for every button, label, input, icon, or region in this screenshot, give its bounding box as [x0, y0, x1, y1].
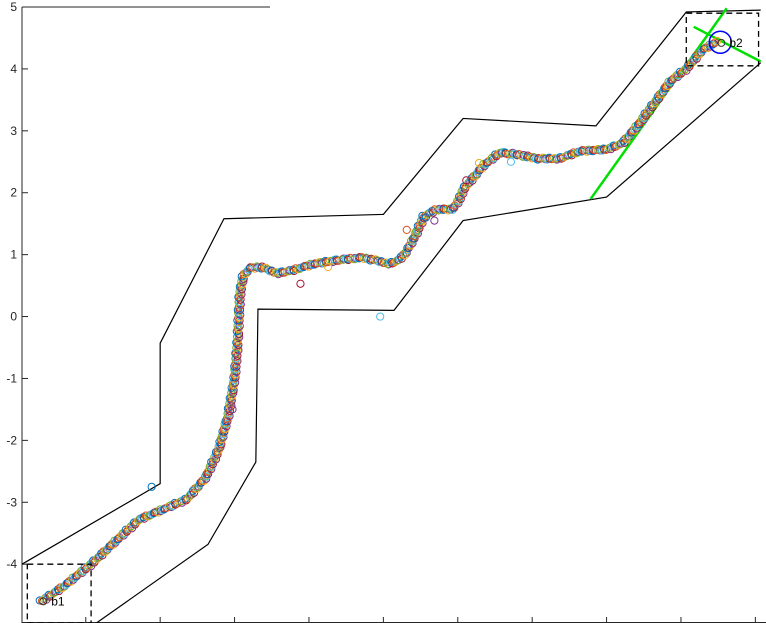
y-tick-label: 4	[10, 62, 17, 76]
trajectory-point	[454, 197, 464, 206]
trajectory-point	[456, 194, 465, 204]
trajectory-point	[185, 490, 195, 499]
trajectory-point	[263, 265, 272, 274]
trajectory-point	[413, 226, 422, 235]
trajectory-point	[227, 401, 236, 410]
trajectory-point	[173, 499, 182, 508]
outlier-point	[324, 262, 333, 272]
trajectory-point	[558, 153, 567, 163]
y-tick-label: 3	[10, 124, 17, 138]
trajectory-point	[713, 36, 722, 46]
trajectory-point	[373, 256, 382, 266]
trajectory-point	[605, 143, 615, 152]
trajectory-point	[699, 45, 708, 54]
y-tick-label: 1	[10, 248, 17, 262]
trajectory-markers	[35, 36, 722, 606]
overlay-annotations: b1 b2	[26, 12, 760, 623]
outlier-point	[296, 279, 305, 288]
trajectory-point	[105, 542, 114, 551]
trajectory-point	[630, 126, 639, 135]
trajectory-point	[406, 241, 415, 250]
trajectory-point	[196, 478, 205, 487]
trajectory-point	[619, 136, 628, 145]
trajectory-point	[217, 440, 226, 449]
trajectory-point	[244, 265, 253, 274]
trajectory-point	[237, 290, 246, 299]
trajectory-point	[149, 509, 158, 518]
trajectory-point	[383, 259, 392, 269]
trajectory-point	[681, 64, 690, 74]
y-tick-label: -1	[6, 371, 17, 385]
goal-circle	[708, 30, 733, 55]
outlier-point	[462, 176, 471, 185]
outlier-point	[147, 482, 156, 491]
trajectory-point	[710, 38, 720, 47]
trajectory-point	[135, 515, 144, 524]
trajectory-point	[602, 145, 611, 154]
trajectory-point	[237, 272, 246, 281]
trajectory-point	[639, 113, 649, 122]
green-segment	[693, 25, 762, 63]
y-tick-label: 2	[10, 186, 17, 200]
trajectory-point	[566, 149, 576, 159]
outlier-point	[474, 158, 484, 168]
y-tick-label: 5	[10, 0, 17, 14]
trajectory-point	[626, 128, 635, 137]
trajectory-point	[691, 52, 700, 61]
trajectory-point	[467, 174, 476, 183]
corridor-inner-boundary	[96, 62, 762, 623]
dashed-region-box	[685, 12, 760, 67]
trajectory-point	[62, 579, 72, 588]
trajectory-point	[202, 472, 211, 481]
outlier-point	[402, 225, 411, 234]
trajectory-point	[497, 149, 506, 158]
trajectory-point	[139, 513, 148, 522]
trajectory-point	[234, 329, 244, 339]
trajectory-point	[456, 192, 465, 201]
trajectory-point	[612, 142, 621, 151]
trajectory-point	[207, 462, 216, 471]
trajectory-point	[692, 54, 701, 63]
trajectory-point	[213, 447, 222, 457]
trajectory-point	[513, 151, 522, 160]
outlier-point	[376, 312, 385, 321]
axes: 5 4 3 2 1 0 -1 -2 -3 -4	[6, 0, 766, 623]
trajectory-point	[229, 386, 238, 395]
outlier-point	[506, 157, 516, 166]
y-tick-label: -2	[6, 433, 17, 447]
outlier-point	[411, 228, 420, 238]
trajectory-point	[688, 56, 697, 65]
trajectory-point	[464, 178, 473, 187]
trajectory-point	[620, 138, 629, 147]
outlier-point	[421, 213, 430, 222]
box-marker	[717, 38, 726, 47]
trajectory-point	[562, 151, 572, 161]
corridor-outer-boundary	[21, 9, 761, 565]
trajectory-point	[381, 258, 391, 267]
y-tick-label: -3	[6, 495, 17, 509]
y-tick-label: 0	[10, 310, 17, 324]
outlier-point	[228, 405, 237, 414]
trajectory-point	[189, 488, 199, 497]
outlier-point	[430, 216, 439, 225]
trajectory-point	[239, 274, 248, 283]
trajectory-point	[396, 252, 405, 261]
box-marker	[39, 597, 48, 606]
box-label-b2: b2	[729, 36, 743, 50]
y-tick-label: -4	[6, 557, 17, 571]
trajectory-point	[53, 585, 63, 594]
trajectory-point	[234, 346, 243, 355]
box-label-b1: b1	[51, 594, 65, 608]
trajectory-point	[468, 176, 477, 185]
